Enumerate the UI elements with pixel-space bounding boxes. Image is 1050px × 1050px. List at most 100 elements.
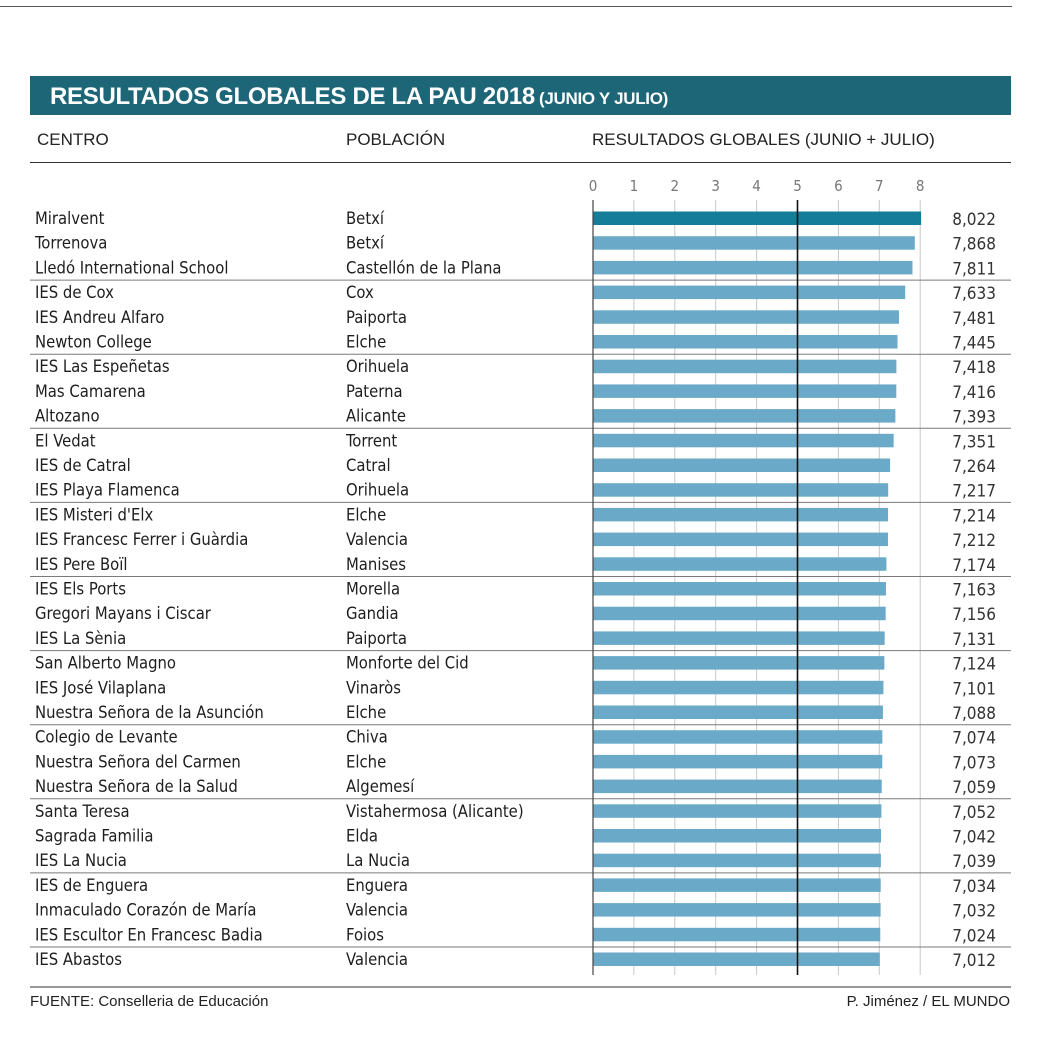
x-tick-label: 6 <box>834 177 843 195</box>
data-label: 7,012 <box>952 951 996 971</box>
data-label: 7,101 <box>952 679 996 699</box>
bar <box>593 260 913 275</box>
bar <box>593 680 884 695</box>
bar <box>593 656 885 670</box>
data-label: 7,868 <box>952 235 996 255</box>
row-centro-label: Nuestra Señora de la Asunción <box>35 703 264 722</box>
data-label: 7,264 <box>952 457 996 477</box>
bar <box>593 384 897 398</box>
row-poblacion-label: Elche <box>346 752 386 771</box>
bar <box>593 952 880 966</box>
header-rule <box>30 162 1011 163</box>
row-centro-label: IES José Vilaplana <box>35 678 166 697</box>
bar <box>593 606 886 621</box>
row-poblacion-label: Morella <box>346 580 400 599</box>
x-tick-label: 1 <box>630 177 639 195</box>
data-label: 7,416 <box>952 383 996 403</box>
x-tick-label: 7 <box>875 177 884 195</box>
x-tick-label: 0 <box>589 177 598 195</box>
bar <box>593 804 882 818</box>
data-label: 7,393 <box>952 408 996 428</box>
row-poblacion-label: Vinaròs <box>346 678 401 697</box>
bar <box>593 483 889 497</box>
data-label: 7,163 <box>952 581 996 601</box>
row-poblacion-label: Elche <box>346 505 386 524</box>
row-poblacion-label: Gandia <box>346 604 399 623</box>
title-banner: RESULTADOS GLOBALES DE LA PAU 2018 (JUNIO… <box>30 76 1011 115</box>
row-centro-label: Lledó International School <box>35 258 228 277</box>
row-poblacion-label: Paiporta <box>346 308 407 327</box>
bar <box>593 211 922 225</box>
row-centro-label: Newton College <box>35 333 152 352</box>
row-poblacion-label: Cox <box>346 283 374 302</box>
bar <box>593 927 881 942</box>
data-label: 7,481 <box>952 309 996 329</box>
row-centro-label: IES de Cox <box>35 283 114 302</box>
bar <box>593 359 897 374</box>
row-centro-label: Sagrada Familia <box>35 827 153 846</box>
row-centro-label: IES Misteri d'Elx <box>35 505 153 524</box>
data-label: 7,351 <box>952 432 996 452</box>
row-centro-label: IES Francesc Ferrer i Guàrdia <box>35 530 248 549</box>
row-poblacion-label: Vistahermosa (Alicante) <box>346 802 524 821</box>
row-centro-label: IES Playa Flamenca <box>35 481 180 500</box>
bar <box>593 458 891 472</box>
bar <box>593 433 894 448</box>
data-label: 7,073 <box>952 753 996 773</box>
row-poblacion-label: Elche <box>346 703 386 722</box>
bar <box>593 335 898 349</box>
bar <box>593 557 887 571</box>
data-label: 7,214 <box>952 506 996 526</box>
data-label: 7,131 <box>952 630 996 650</box>
data-label: 7,174 <box>952 556 996 576</box>
bar <box>593 409 896 423</box>
row-poblacion-label: Orihuela <box>346 481 409 500</box>
data-label: 7,633 <box>952 284 996 304</box>
row-centro-label: IES La Sènia <box>35 629 126 648</box>
row-centro-label: IES de Catral <box>35 456 131 475</box>
data-label: 7,059 <box>952 778 996 798</box>
row-centro-label: Altozano <box>35 407 100 426</box>
chart-title-line: RESULTADOS GLOBALES DE LA PAU 2018 (JUNIO… <box>50 83 668 111</box>
row-centro-label: Gregori Mayans i Ciscar <box>35 604 212 623</box>
bar <box>593 730 883 744</box>
bar <box>593 903 881 917</box>
data-label: 7,052 <box>952 803 996 823</box>
row-centro-label: Santa Teresa <box>35 802 130 821</box>
row-poblacion-label: Orihuela <box>346 357 409 376</box>
row-centro-label: IES Andreu Alfaro <box>35 308 164 327</box>
bar <box>593 754 883 769</box>
row-centro-label: IES Pere Boïl <box>35 555 128 574</box>
row-centro-label: IES La Nucia <box>35 851 127 870</box>
row-centro-label: Torrenova <box>34 234 107 253</box>
source-note: FUENTE: Conselleria de Educación <box>30 993 269 1010</box>
credit-note: P. Jiménez / EL MUNDO <box>846 993 1010 1010</box>
row-centro-label: IES Escultor En Francesc Badia <box>35 925 263 944</box>
x-tick-label: 4 <box>752 177 761 195</box>
bar <box>593 236 915 250</box>
bar <box>593 705 883 719</box>
row-poblacion-label: Chiva <box>346 728 388 747</box>
data-label: 7,034 <box>952 877 996 897</box>
row-centro-label: IES Els Ports <box>35 580 126 599</box>
row-poblacion-label: Catral <box>346 456 391 475</box>
data-label: 7,088 <box>952 704 996 724</box>
row-centro-label: Nuestra Señora de la Salud <box>35 777 238 796</box>
row-poblacion-label: Paterna <box>346 382 403 401</box>
data-label: 7,811 <box>952 259 996 279</box>
bar <box>593 310 899 324</box>
row-poblacion-label: Monforte del Cid <box>346 654 469 673</box>
row-poblacion-label: Betxí <box>346 234 385 253</box>
row-poblacion-label: Valencia <box>346 950 408 969</box>
row-poblacion-label: Foios <box>346 925 384 944</box>
bar <box>593 532 888 547</box>
data-label: 7,156 <box>952 605 996 625</box>
data-label: 7,074 <box>952 729 996 749</box>
data-label: 7,024 <box>952 926 996 946</box>
row-centro-label: IES Las Espeñetas <box>35 357 170 376</box>
bar <box>593 507 889 522</box>
row-poblacion-label: Manises <box>346 555 406 574</box>
row-centro-label: Miralvent <box>35 209 105 228</box>
data-label: 7,039 <box>952 852 996 872</box>
